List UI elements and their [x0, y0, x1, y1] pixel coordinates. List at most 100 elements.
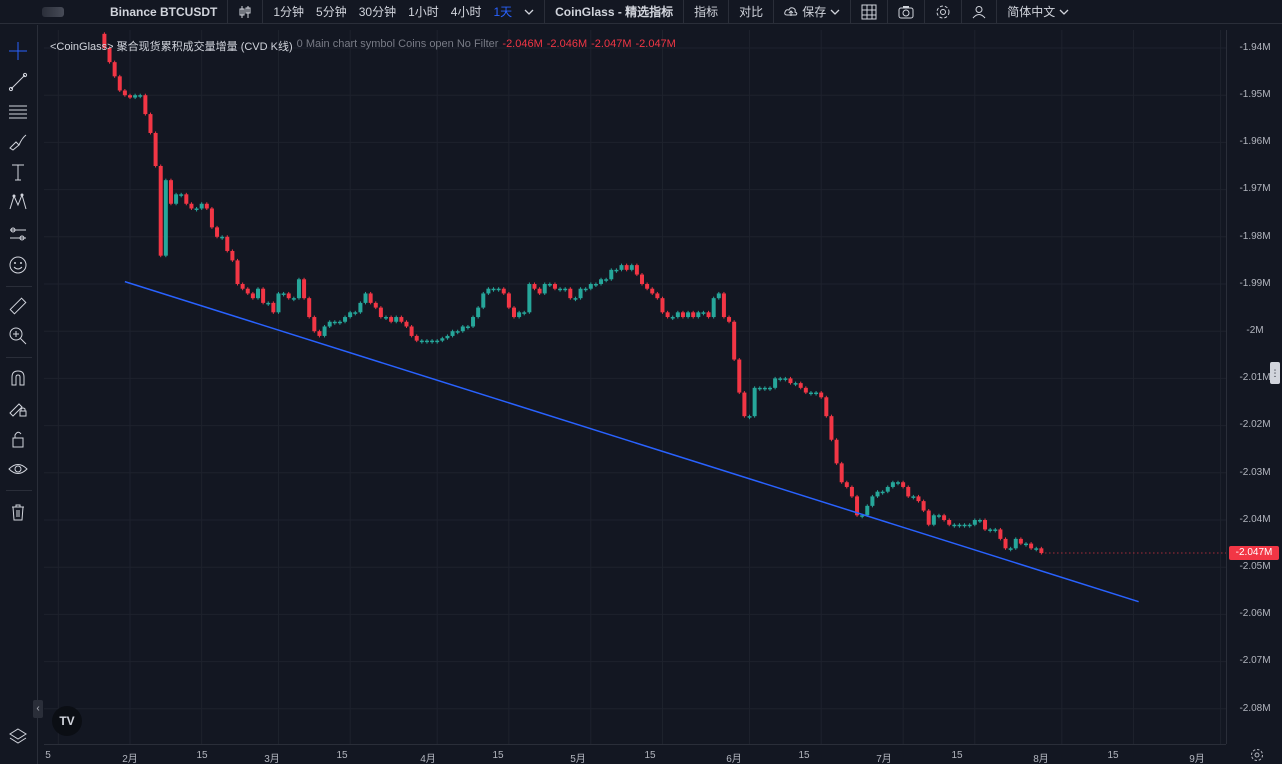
- candle-body: [128, 95, 132, 98]
- candle-body: [634, 265, 639, 275]
- save-button[interactable]: 保存: [778, 0, 846, 24]
- candle-body: [803, 387, 808, 393]
- zoom-icon[interactable]: [5, 323, 31, 349]
- candle-body: [716, 293, 721, 299]
- candle-body: [890, 482, 895, 487]
- candle-body: [686, 312, 691, 318]
- candle-body: [261, 288, 266, 303]
- coinglass-indicators-button[interactable]: CoinGlass - 精选指标: [555, 5, 674, 19]
- candles-icon[interactable]: [232, 0, 258, 24]
- gear-icon[interactable]: [929, 0, 957, 24]
- candle-body: [921, 501, 926, 511]
- scale-handle[interactable]: ⋮: [1270, 362, 1280, 384]
- candle-body: [512, 307, 516, 318]
- text-icon[interactable]: [5, 159, 31, 185]
- brush-icon[interactable]: [5, 129, 31, 155]
- interval-5m[interactable]: 5分钟: [316, 5, 347, 19]
- candle-body: [532, 284, 537, 289]
- candle-body: [317, 331, 322, 336]
- chart-pane[interactable]: [44, 30, 1226, 744]
- interval-1d[interactable]: 1天: [493, 5, 513, 19]
- toolbar-divider: [6, 286, 32, 287]
- candle-body: [394, 317, 399, 322]
- time-scale[interactable]: 5 2月 15 3月 15 4月 15 5月 15 6月 15 7月 15 8月…: [44, 744, 1226, 764]
- collapse-toolbar-chevron-left-icon[interactable]: ‹: [33, 700, 43, 718]
- candle-body: [281, 293, 286, 295]
- interval-1m[interactable]: 1分钟: [273, 5, 305, 19]
- tradingview-logo[interactable]: TV: [52, 706, 82, 736]
- price-label: -1.99M: [1239, 278, 1271, 289]
- candle-body: [593, 284, 598, 286]
- candle-body: [296, 279, 301, 299]
- price-label: -1.98M: [1239, 231, 1271, 242]
- candle-body: [568, 288, 573, 299]
- app-logo: [42, 6, 64, 17]
- time-label: 5月: [570, 754, 586, 764]
- time-label: 7月: [876, 754, 892, 764]
- time-label: 2月: [122, 754, 138, 764]
- compare-button[interactable]: 对比: [739, 5, 764, 19]
- candle-body: [619, 265, 624, 270]
- interval-4h[interactable]: 4小时: [450, 5, 482, 19]
- candle-body: [798, 383, 803, 388]
- candle-body: [762, 387, 767, 390]
- scale-settings-gear-icon[interactable]: [1250, 748, 1264, 764]
- price-label: -2.06M: [1239, 608, 1271, 619]
- candle-body: [977, 520, 982, 522]
- candle-body: [824, 397, 829, 417]
- interval-dropdown-chevron-down-icon[interactable]: [518, 0, 540, 24]
- candle-body: [414, 335, 419, 341]
- price-scale[interactable]: -1.94M -1.95M -1.96M -1.97M -1.98M -1.99…: [1226, 30, 1282, 744]
- candle-body: [419, 340, 424, 343]
- candle-body: [240, 284, 245, 289]
- candle-body: [133, 95, 138, 98]
- crosshair-icon[interactable]: [5, 38, 31, 64]
- forecast-icon[interactable]: [5, 221, 31, 247]
- price-label: -2.04M: [1239, 514, 1271, 525]
- candle-body: [102, 33, 107, 48]
- candle-body: [276, 293, 281, 313]
- language-select[interactable]: 简体中文: [1001, 0, 1075, 24]
- indicators-button[interactable]: 指标: [694, 5, 719, 19]
- interval-1h[interactable]: 1小时: [408, 5, 439, 19]
- candle-body: [353, 312, 358, 314]
- layout-grid-icon[interactable]: [855, 0, 883, 24]
- time-label: 15: [492, 750, 504, 761]
- candle-body: [465, 326, 470, 328]
- time-label: 4月: [420, 754, 436, 764]
- price-label: -1.94M: [1239, 42, 1271, 53]
- pattern-icon[interactable]: [5, 189, 31, 215]
- candle-body: [926, 510, 931, 525]
- candle-body: [983, 520, 988, 530]
- interval-30m[interactable]: 30分钟: [358, 5, 397, 19]
- indicator-legend[interactable]: <CoinGlass> 聚合现货累积成交量增量 (CVD K线) 0 Main …: [50, 38, 676, 54]
- lock-icon[interactable]: [5, 426, 31, 452]
- symbol-search-button[interactable]: Binance BTCUSDT: [110, 4, 218, 19]
- cloud-icon: [784, 6, 798, 16]
- magnet-icon[interactable]: [5, 365, 31, 391]
- candle-body: [148, 114, 153, 133]
- user-icon[interactable]: [966, 0, 992, 24]
- ruler-icon[interactable]: [5, 293, 31, 319]
- candle-body: [517, 312, 522, 318]
- candle-body: [783, 378, 788, 380]
- candle-body: [322, 326, 327, 336]
- fib-lines-icon[interactable]: [5, 99, 31, 125]
- candle-body: [440, 338, 445, 341]
- eye-icon[interactable]: [5, 456, 31, 482]
- layers-icon[interactable]: [5, 723, 31, 749]
- candlestick-chart[interactable]: [44, 30, 1226, 744]
- emoji-icon[interactable]: [5, 252, 31, 278]
- candle-body: [307, 298, 312, 318]
- trend-line-icon[interactable]: [5, 69, 31, 95]
- candle-body: [604, 279, 609, 281]
- lock-drawing-icon[interactable]: [5, 395, 31, 421]
- candle-body: [952, 524, 957, 527]
- candle-body: [271, 302, 276, 313]
- candle-body: [629, 265, 634, 270]
- candle-body: [972, 520, 977, 525]
- candle-body: [860, 515, 865, 517]
- camera-icon[interactable]: [892, 0, 920, 24]
- candle-body: [773, 378, 778, 388]
- trash-icon[interactable]: [5, 499, 31, 525]
